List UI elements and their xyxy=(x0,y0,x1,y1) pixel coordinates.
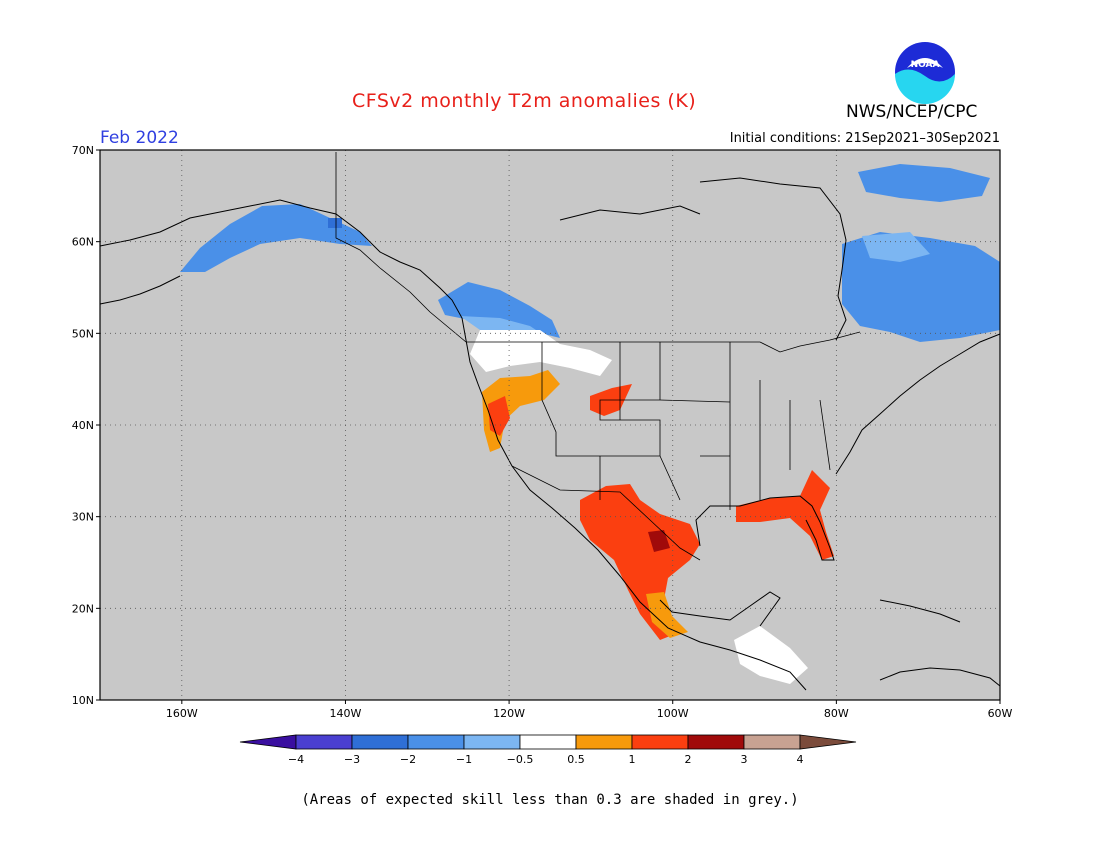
coastlines xyxy=(99,177,1001,691)
anomaly-gulf-coast xyxy=(736,470,834,560)
lon-tick-label: 100W xyxy=(657,707,689,720)
anomaly-fields xyxy=(180,164,1000,684)
anomaly-central-america xyxy=(734,626,808,684)
lat-tick-label: 10N xyxy=(72,694,94,707)
colorbar-segment xyxy=(407,734,465,750)
colorbar-segment xyxy=(631,734,689,750)
borders xyxy=(335,152,861,561)
colorbar-tick-label: −0.5 xyxy=(507,753,534,766)
lat-tick-label: 50N xyxy=(72,327,94,340)
lon-tick-label: 120W xyxy=(493,707,525,720)
lon-axis: 160W 140W 120W 100W 80W 60W xyxy=(166,700,1013,720)
colorbar-segment xyxy=(687,734,745,750)
colorbar-tick-label: −1 xyxy=(456,753,472,766)
anomaly-labrador-light xyxy=(862,232,930,262)
lon-tick-label: 160W xyxy=(166,707,198,720)
anomaly-texas-dark xyxy=(648,530,670,552)
colorbar-tick-label: 0.5 xyxy=(567,753,585,766)
lon-tick-label: 80W xyxy=(824,707,849,720)
colorbar-segment xyxy=(519,734,577,750)
colorbar-tick-label: 2 xyxy=(685,753,692,766)
footnote: (Areas of expected skill less than 0.3 a… xyxy=(301,792,799,808)
colorbar-segment xyxy=(295,734,353,750)
gridlines xyxy=(100,150,1000,700)
colorbar-segment xyxy=(743,734,801,750)
lat-tick-label: 20N xyxy=(72,602,94,615)
noaa-logo: NOAA xyxy=(895,42,955,104)
lat-tick-label: 60N xyxy=(72,236,94,249)
lat-tick-label: 30N xyxy=(72,511,94,524)
colorbar-tick-label: −4 xyxy=(288,753,304,766)
colorbar-tick-label: −2 xyxy=(400,753,416,766)
lon-tick-label: 140W xyxy=(330,707,362,720)
colorbar-segment xyxy=(463,734,521,750)
agency-label: NWS/NCEP/CPC xyxy=(846,102,978,122)
colorbar-segment xyxy=(575,734,633,750)
colorbar-tick-label: 3 xyxy=(741,753,748,766)
anomaly-w-canada xyxy=(438,282,560,338)
anomaly-alaska-strong xyxy=(328,218,342,228)
colorbar-arrow-high xyxy=(799,734,857,750)
colorbar-tick-label: 4 xyxy=(797,753,804,766)
anomaly-n-rockies xyxy=(470,330,612,376)
forecast-month: Feb 2022 xyxy=(100,128,179,148)
anomaly-mexico-orange xyxy=(646,592,688,638)
lat-axis: 70N 60N 50N 40N 30N 20N 10N xyxy=(72,144,100,707)
anomaly-texas-mexico xyxy=(580,484,700,640)
initial-conditions: Initial conditions: 21Sep2021–30Sep2021 xyxy=(729,131,1000,146)
lon-tick-label: 60W xyxy=(988,707,1013,720)
colorbar-tick-label: 1 xyxy=(629,753,636,766)
anomaly-n-quebec xyxy=(858,164,990,202)
colorbar: −4 −3 −2 −1 −0.5 0.5 1 2 3 4 xyxy=(239,734,857,766)
lat-tick-label: 40N xyxy=(72,419,94,432)
colorbar-tick-label: −3 xyxy=(344,753,360,766)
logo-text: NOAA xyxy=(911,60,940,70)
anomaly-alaska xyxy=(180,204,372,272)
chart-title: CFSv2 monthly T2m anomalies (K) xyxy=(352,90,697,112)
lat-tick-label: 70N xyxy=(72,144,94,157)
colorbar-arrow-low xyxy=(239,734,297,750)
colorbar-segment xyxy=(351,734,409,750)
